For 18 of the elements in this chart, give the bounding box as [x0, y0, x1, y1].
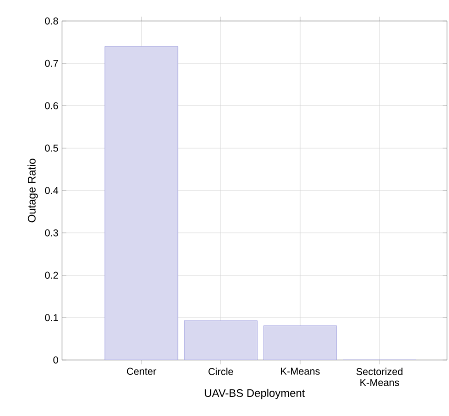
y-tick-label: 0.1 — [45, 314, 58, 322]
y-tick-label: 0.2 — [45, 272, 58, 279]
y-tick-label: 0.5 — [45, 144, 58, 152]
y-tick-label: 0.6 — [45, 102, 58, 110]
bar — [264, 326, 337, 360]
bar — [184, 320, 258, 360]
bar — [104, 46, 178, 360]
y-tick-label: 0.3 — [45, 229, 58, 236]
y-tick-label: 0.4 — [45, 186, 58, 194]
y-tick-label: 0.7 — [45, 60, 58, 67]
x-tick-label: Center — [126, 368, 156, 375]
y-axis-title: Outage Ratio — [28, 158, 38, 222]
y-tick-label: 0.8 — [45, 17, 58, 25]
x-axis-title: UAV-BS Deployment — [204, 388, 305, 400]
x-tick-label: Sectorized K-Means — [356, 368, 402, 386]
x-tick-label: Circle — [208, 368, 234, 376]
y-tick-label: 0 — [53, 356, 58, 364]
x-tick-label: K-Means — [281, 368, 320, 375]
